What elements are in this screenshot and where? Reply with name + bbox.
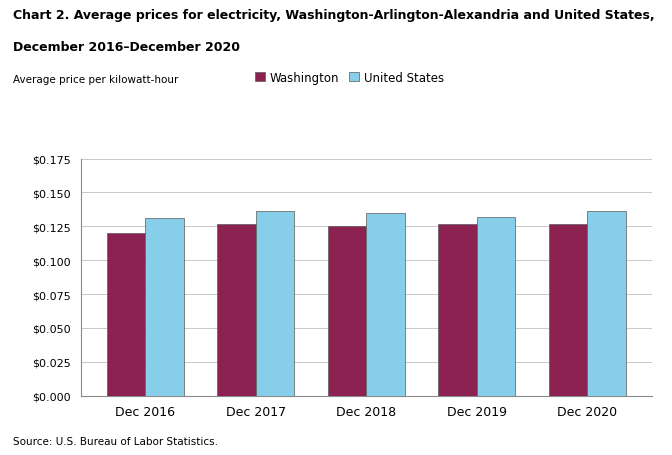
Bar bbox=[327, 227, 366, 396]
Bar bbox=[366, 213, 405, 396]
Bar bbox=[587, 212, 626, 396]
Text: December 2016–December 2020: December 2016–December 2020 bbox=[13, 41, 241, 54]
Legend: Washington, United States: Washington, United States bbox=[255, 72, 444, 85]
Bar bbox=[217, 224, 256, 396]
Bar bbox=[107, 233, 145, 396]
Text: Chart 2. Average prices for electricity, Washington-Arlington-Alexandria and Uni: Chart 2. Average prices for electricity,… bbox=[13, 9, 655, 22]
Text: Average price per kilowatt-hour: Average price per kilowatt-hour bbox=[13, 75, 179, 85]
Bar bbox=[438, 224, 476, 396]
Text: Source: U.S. Bureau of Labor Statistics.: Source: U.S. Bureau of Labor Statistics. bbox=[13, 436, 218, 446]
Bar bbox=[548, 224, 587, 396]
Bar bbox=[256, 212, 294, 396]
Bar bbox=[476, 217, 515, 396]
Bar bbox=[145, 218, 184, 396]
